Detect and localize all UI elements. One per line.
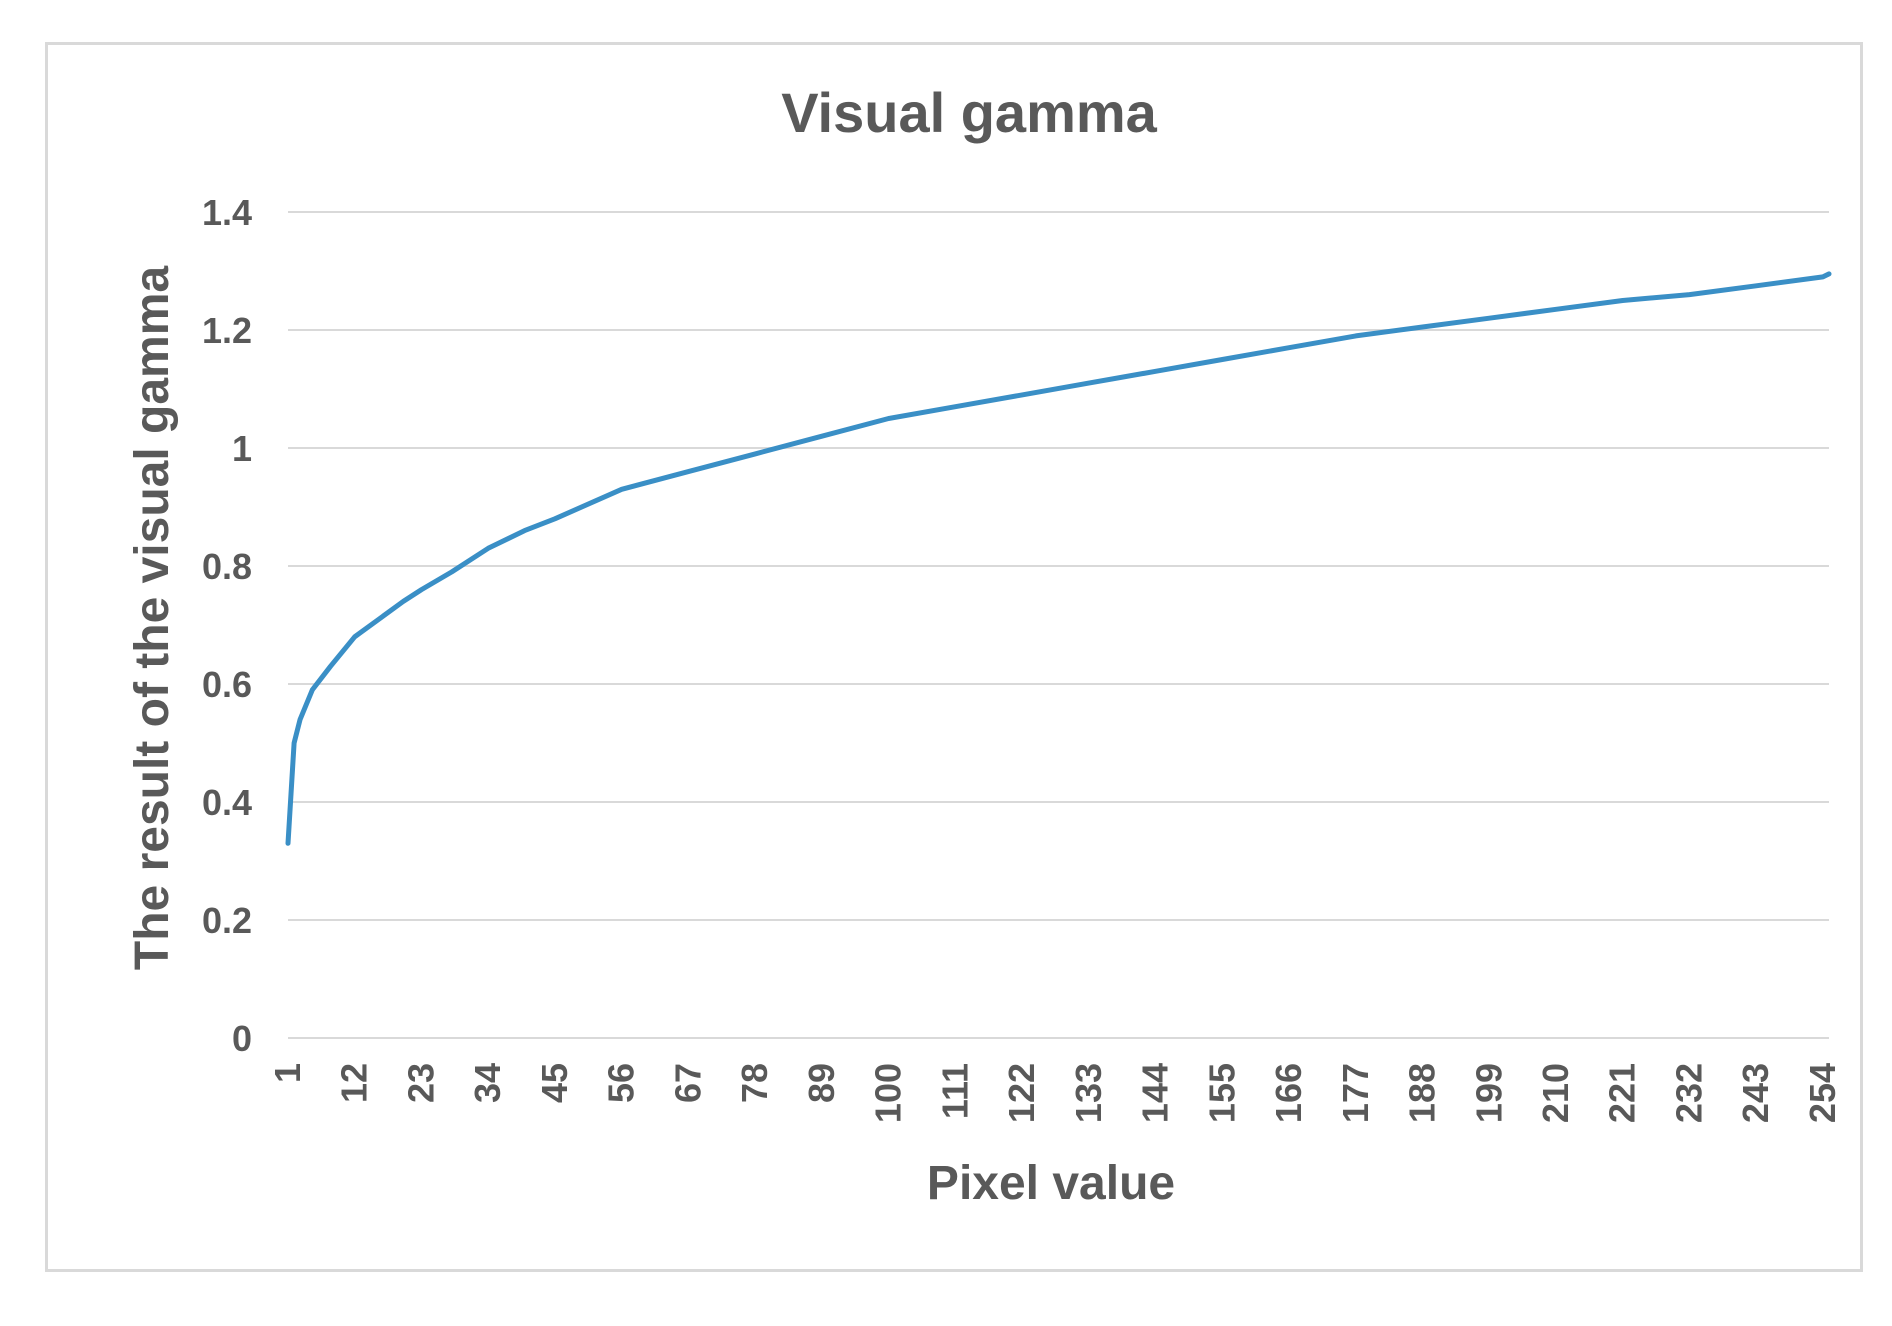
y-axis-ticks: 0 0.2 0.4 0.6 0.8 1 1.2 1.4 bbox=[202, 192, 252, 1059]
y-axis-title: The result of the visual gamma bbox=[126, 266, 179, 970]
series-line bbox=[285, 271, 1832, 846]
chart-title: Visual gamma bbox=[781, 81, 1157, 144]
x-axis-title: Pixel value bbox=[927, 1157, 1175, 1210]
y-tick-label: 0.2 bbox=[202, 900, 252, 941]
x-tick-label: 221 bbox=[1602, 1063, 1643, 1123]
x-tick-label: 89 bbox=[801, 1063, 842, 1103]
x-axis-ticks: 1 12 23 34 45 56 67 78 89 100 111 122 133 144 155 166 17… bbox=[267, 1063, 1843, 1123]
y-tick-label: 1.4 bbox=[202, 192, 252, 233]
gridlines bbox=[288, 211, 1829, 1039]
x-tick-label: 188 bbox=[1402, 1063, 1443, 1123]
x-tick-label: 232 bbox=[1668, 1063, 1709, 1123]
x-tick-label: 210 bbox=[1535, 1063, 1576, 1123]
y-tick-label: 0.4 bbox=[202, 782, 252, 823]
x-tick-label: 122 bbox=[1001, 1063, 1042, 1123]
line-chart: Visual gamma 0 0.2 0.4 0.6 0.8 1 1.2 1.4 1 12 23 3… bbox=[126, 81, 1843, 1210]
series-layer bbox=[285, 271, 1832, 846]
x-tick-label: 1 bbox=[267, 1063, 308, 1083]
x-tick-label: 199 bbox=[1468, 1063, 1509, 1123]
y-tick-label: 0 bbox=[232, 1018, 252, 1059]
x-tick-label: 243 bbox=[1735, 1063, 1776, 1123]
y-tick-label: 0.6 bbox=[202, 664, 252, 705]
chart-frame: Visual gamma 0 0.2 0.4 0.6 0.8 1 1.2 1.4 1 12 23 3… bbox=[45, 42, 1863, 1272]
x-tick-label: 67 bbox=[667, 1063, 708, 1103]
x-tick-label: 23 bbox=[400, 1063, 441, 1103]
x-tick-label: 78 bbox=[734, 1063, 775, 1103]
x-tick-label: 100 bbox=[868, 1063, 909, 1123]
x-tick-label: 254 bbox=[1802, 1063, 1843, 1123]
x-tick-label: 111 bbox=[934, 1063, 975, 1119]
x-tick-label: 34 bbox=[467, 1063, 508, 1103]
x-tick-label: 155 bbox=[1201, 1063, 1242, 1123]
y-tick-label: 1 bbox=[232, 428, 252, 469]
x-tick-label: 166 bbox=[1268, 1063, 1309, 1123]
x-tick-label: 144 bbox=[1135, 1063, 1176, 1123]
x-tick-label: 177 bbox=[1335, 1063, 1376, 1123]
x-tick-label: 45 bbox=[534, 1063, 575, 1103]
y-tick-label: 1.2 bbox=[202, 310, 252, 351]
x-tick-label: 12 bbox=[334, 1063, 375, 1103]
x-tick-label: 133 bbox=[1068, 1063, 1109, 1123]
x-tick-label: 56 bbox=[601, 1063, 642, 1103]
y-tick-label: 0.8 bbox=[202, 546, 252, 587]
